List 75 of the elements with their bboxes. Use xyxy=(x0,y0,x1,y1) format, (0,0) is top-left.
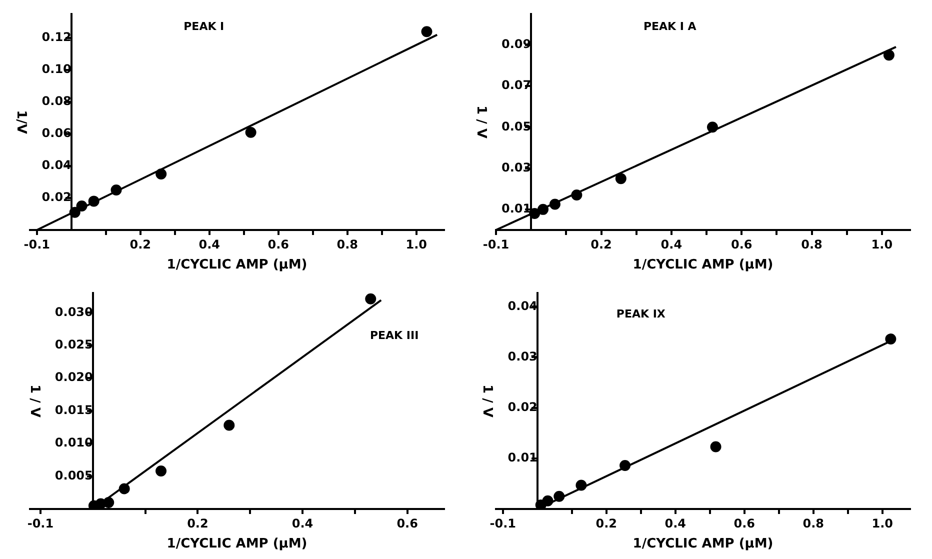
point xyxy=(76,200,88,212)
x-tick-label: 1.0 xyxy=(872,516,894,530)
y-tick-label: 0.020 xyxy=(54,370,93,384)
text: PEAK III xyxy=(370,329,419,342)
x-tick-label: 0.8 xyxy=(801,237,822,252)
y-axis-title: 1/V xyxy=(14,110,29,134)
y-tick-label: 0.005 xyxy=(54,468,93,482)
point xyxy=(529,208,540,220)
y-tick-label: 0.08 xyxy=(42,94,72,108)
point xyxy=(576,480,587,491)
point xyxy=(69,206,80,218)
x-axis-title: 1/CYCLIC AMP (μM) xyxy=(166,536,308,552)
x-tick-label: 0.6 xyxy=(730,237,752,252)
y-axis-title: 1 / V xyxy=(480,384,495,418)
point xyxy=(224,420,235,431)
x-tick-label: 0.4 xyxy=(660,237,682,252)
y-tick-label: 0.06 xyxy=(42,126,72,140)
point xyxy=(571,190,582,201)
x-tick-label: 0.6 xyxy=(396,516,418,530)
x-tick-label: 0.4 xyxy=(664,516,686,530)
point xyxy=(156,168,167,180)
x-axis-title: 1/CYCLIC AMP (μM) xyxy=(166,258,308,273)
y-tick-label: 0.01 xyxy=(508,450,538,465)
x-tick-label: 0.8 xyxy=(802,516,824,530)
point xyxy=(538,204,549,215)
point xyxy=(883,50,894,61)
y-axis-title: 1 / V xyxy=(473,106,488,138)
x-tick-label: -0.1 xyxy=(24,237,50,252)
y-tick-label: 0.05 xyxy=(501,119,532,134)
point xyxy=(615,173,626,184)
point xyxy=(110,184,122,196)
point xyxy=(885,334,896,345)
point xyxy=(710,441,722,452)
point xyxy=(706,122,718,133)
y-tick-label: 0.12 xyxy=(42,30,72,44)
point xyxy=(421,26,432,38)
y-tick-label: 0.10 xyxy=(42,62,72,76)
x-axis-title: 1/CYCLIC AMP (μM) xyxy=(632,536,774,552)
x-tick-label: 0.4 xyxy=(198,237,220,252)
y-tick-label: 0.03 xyxy=(501,160,532,174)
y-tick-label: 0.07 xyxy=(501,78,532,92)
point xyxy=(549,198,560,210)
y-tick-label: 0.015 xyxy=(54,402,93,417)
x-tick-label: 0.4 xyxy=(292,516,314,530)
x-tick-label: 1.0 xyxy=(406,237,428,252)
point xyxy=(620,460,631,471)
y-tick-label: 0.010 xyxy=(54,436,93,450)
point xyxy=(103,496,114,508)
x-tick-label: 0.2 xyxy=(596,516,618,530)
y-tick-label: 0.02 xyxy=(508,400,538,414)
text: PEAK I xyxy=(184,20,224,33)
y-axis-title: 1 / V xyxy=(26,384,42,418)
point xyxy=(88,196,100,207)
x-tick-label: 1.0 xyxy=(871,237,893,252)
x-tick-label: 0.6 xyxy=(268,237,290,252)
point xyxy=(542,495,554,506)
x-tick-label: 0.8 xyxy=(336,237,358,252)
point xyxy=(245,126,256,138)
point xyxy=(365,293,376,304)
point xyxy=(554,490,565,502)
y-tick-label: 0.030 xyxy=(54,304,93,319)
y-tick-label: 0.025 xyxy=(54,337,93,352)
y-tick-label: 0.02 xyxy=(42,190,72,204)
point xyxy=(156,466,167,477)
x-tick-label: 0.2 xyxy=(187,516,208,530)
text: PEAK IX xyxy=(616,307,666,320)
point xyxy=(118,483,130,494)
x-axis-title: 1/CYCLIC AMP (μM) xyxy=(632,258,774,273)
x-tick-label: -0.1 xyxy=(490,516,516,530)
x-tick-label: -0.1 xyxy=(27,516,54,530)
text: PEAK I A xyxy=(643,20,697,33)
x-tick-label: 0.6 xyxy=(734,516,756,530)
x-tick-label: 0.2 xyxy=(590,237,612,252)
x-tick-label: -0.1 xyxy=(482,237,510,252)
x-tick-label: 0.2 xyxy=(130,237,152,252)
